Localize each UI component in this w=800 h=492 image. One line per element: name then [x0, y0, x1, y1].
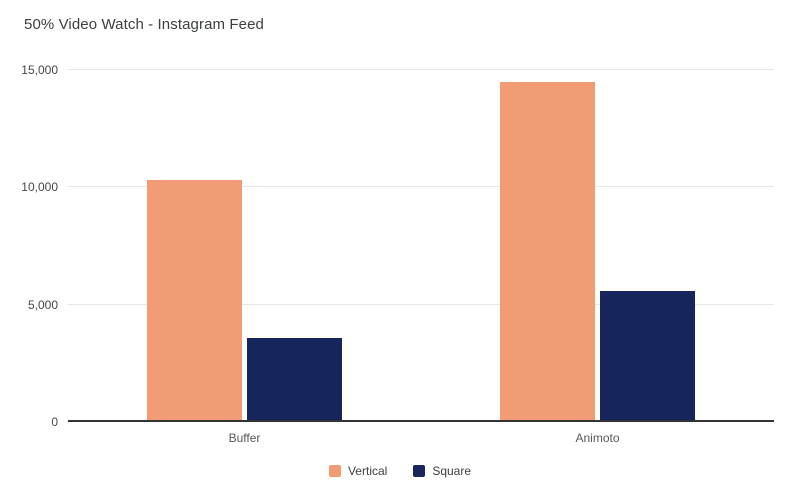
plot-wrap: 0 5,000 10,000 15,000 Buffer Animoto — [21, 63, 774, 445]
legend-item-square: Square — [413, 464, 471, 478]
x-axis: Buffer Animoto — [68, 431, 774, 445]
bar-group-animoto — [421, 70, 774, 422]
legend-item-vertical: Vertical — [328, 464, 388, 478]
legend-label-square: Square — [432, 464, 472, 478]
plot-area: 0 5,000 10,000 15,000 — [21, 63, 774, 429]
legend: Vertical Square — [0, 464, 800, 478]
bar-buffer-square[interactable] — [247, 337, 342, 422]
chart-title: 50% Video Watch - Instagram Feed — [24, 16, 264, 33]
x-tick-label-animoto: Animoto — [575, 431, 620, 445]
x-tick-label-buffer: Buffer — [228, 431, 261, 445]
legend-label-vertical: Vertical — [347, 464, 388, 478]
y-tick-label: 15,000 — [21, 63, 58, 77]
gridline — [68, 303, 774, 305]
bar-groups — [68, 70, 774, 422]
y-tick-label: 0 — [51, 415, 58, 429]
bar-animoto-square[interactable] — [600, 290, 695, 422]
y-tick-label: 10,000 — [21, 180, 58, 195]
x-axis-baseline — [68, 420, 774, 422]
bar-group-buffer — [68, 70, 421, 422]
bar-animoto-vertical[interactable] — [500, 81, 595, 422]
legend-swatch-square — [413, 465, 426, 477]
gridline — [68, 186, 774, 188]
legend-swatch-vertical — [328, 465, 341, 477]
gridline — [68, 69, 774, 70]
bar-buffer-vertical[interactable] — [147, 180, 242, 422]
y-tick-label: 5,000 — [27, 297, 58, 312]
